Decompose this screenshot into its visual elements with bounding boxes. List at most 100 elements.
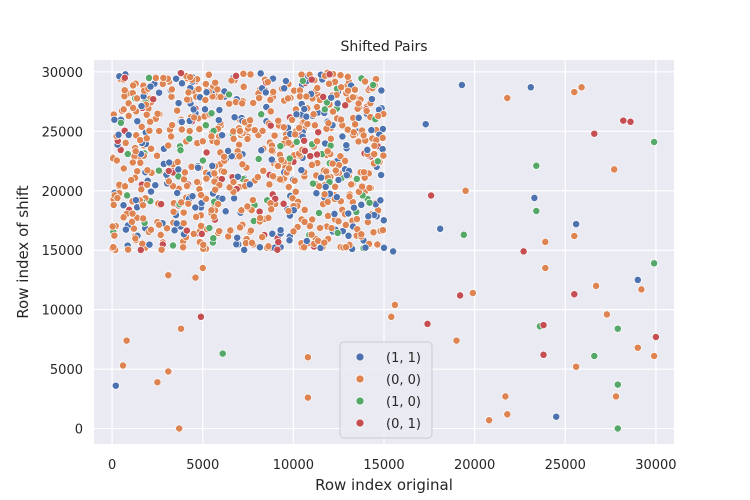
data-point [193,178,202,186]
data-point [194,85,203,94]
data-point [137,102,146,111]
data-point [133,167,142,176]
data-point [116,118,125,127]
data-point [174,99,183,108]
data-point [263,78,272,87]
data-point [176,146,185,155]
data-point [316,243,325,252]
legend-marker [355,396,365,406]
data-point [370,141,379,150]
data-point [378,133,387,142]
data-point [303,393,312,402]
data-point [123,150,132,158]
data-point [211,185,220,194]
data-point [266,121,275,130]
data-point [230,113,239,122]
data-point [145,73,153,82]
data-point [367,126,376,135]
data-point [602,310,611,319]
data-point [131,196,140,205]
data-point [373,240,382,249]
data-point [650,259,659,268]
data-point [503,410,512,419]
data-point [109,200,118,209]
data-point [303,120,312,129]
data-point [199,240,208,249]
data-point [184,199,193,208]
data-point [289,227,298,236]
data-point [341,220,350,229]
data-point [387,312,396,321]
data-point [389,247,398,256]
legend-label: (0, 1) [386,417,421,432]
x-tick-label: 30000 [635,458,676,473]
data-points [108,68,660,433]
data-point [298,76,307,85]
data-point [358,182,367,191]
x-tick-label: 0 [108,458,116,473]
data-point [194,163,203,172]
data-point [169,241,177,250]
data-point [347,180,356,189]
data-point [326,134,335,143]
data-point [265,180,274,189]
data-point [313,103,321,111]
data-point [239,82,248,91]
data-point [626,117,635,126]
data-point [324,119,333,128]
data-point [526,83,535,92]
data-point [198,156,207,165]
data-point [273,245,282,254]
data-point [197,221,205,230]
data-point [238,99,247,108]
data-point [121,182,129,191]
data-point [218,131,227,140]
data-point [165,158,174,167]
data-point [246,226,255,235]
data-point [122,336,131,345]
data-point [342,243,350,252]
data-point [163,224,171,233]
data-point [218,194,227,203]
data-point [456,291,465,300]
x-tick-label: 10000 [273,458,314,473]
data-point [136,245,145,254]
data-point [128,209,137,218]
data-point [215,227,224,236]
data-point [613,380,622,389]
data-point [233,233,242,242]
data-point [279,199,288,208]
data-point [264,213,273,222]
x-tick-label: 15000 [363,458,404,473]
data-point [225,183,234,192]
data-point [243,202,252,211]
data-point [169,207,178,216]
data-point [325,79,333,88]
data-point [352,215,361,224]
data-point [269,172,277,181]
data-point [570,88,579,97]
data-point [182,226,191,235]
data-point [288,115,297,124]
data-point [320,190,329,199]
data-point [292,110,301,119]
data-point [201,80,210,88]
data-point [186,73,195,82]
data-point [359,131,368,140]
data-point [365,198,374,207]
data-point [292,137,301,146]
data-point [123,191,132,200]
data-point [143,180,152,189]
data-point [232,240,241,249]
data-point [173,157,182,166]
data-point [173,106,182,115]
data-point [350,203,358,212]
data-point [277,155,286,164]
data-point [344,231,353,240]
x-tick-label: 20000 [454,458,495,473]
data-point [113,194,122,202]
data-point [159,74,168,82]
data-point [229,178,238,186]
data-point [316,224,324,232]
data-point [248,238,256,247]
